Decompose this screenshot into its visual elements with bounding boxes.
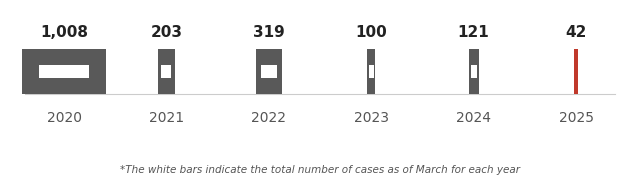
Text: 42: 42 — [565, 25, 587, 40]
Bar — [22, 49, 106, 94]
Text: 2025: 2025 — [559, 111, 593, 125]
Bar — [161, 65, 172, 78]
Bar — [367, 49, 376, 94]
Text: 2022: 2022 — [252, 111, 286, 125]
Text: 1,008: 1,008 — [40, 25, 88, 40]
Text: 100: 100 — [355, 25, 387, 40]
Text: 121: 121 — [458, 25, 490, 40]
Text: 2020: 2020 — [47, 111, 81, 125]
Bar — [255, 49, 282, 94]
Text: 2024: 2024 — [456, 111, 491, 125]
Text: 319: 319 — [253, 25, 285, 40]
Text: 2023: 2023 — [354, 111, 388, 125]
Bar — [574, 49, 578, 94]
Bar — [369, 65, 374, 78]
Bar — [261, 65, 276, 78]
Text: *The white bars indicate the total number of cases as of March for each year: *The white bars indicate the total numbe… — [120, 165, 520, 175]
Text: 2021: 2021 — [149, 111, 184, 125]
Bar — [158, 49, 175, 94]
Bar — [39, 65, 89, 78]
Bar — [468, 49, 479, 94]
Bar — [470, 65, 477, 78]
Text: 203: 203 — [150, 25, 182, 40]
